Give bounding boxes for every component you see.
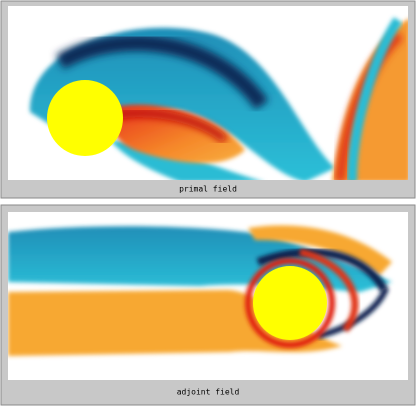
- adjoint-panel: adjoint field: [1, 205, 415, 405]
- viewer: primal field adjoint field: [0, 0, 416, 412]
- page: primal field adjoint field {"panels": [{…: [0, 0, 416, 416]
- cylinder: [253, 266, 327, 340]
- caption: adjoint field: [177, 388, 240, 397]
- caption: primal field: [179, 185, 237, 194]
- cylinder: [47, 80, 123, 156]
- primal-panel: primal field: [1, 1, 415, 198]
